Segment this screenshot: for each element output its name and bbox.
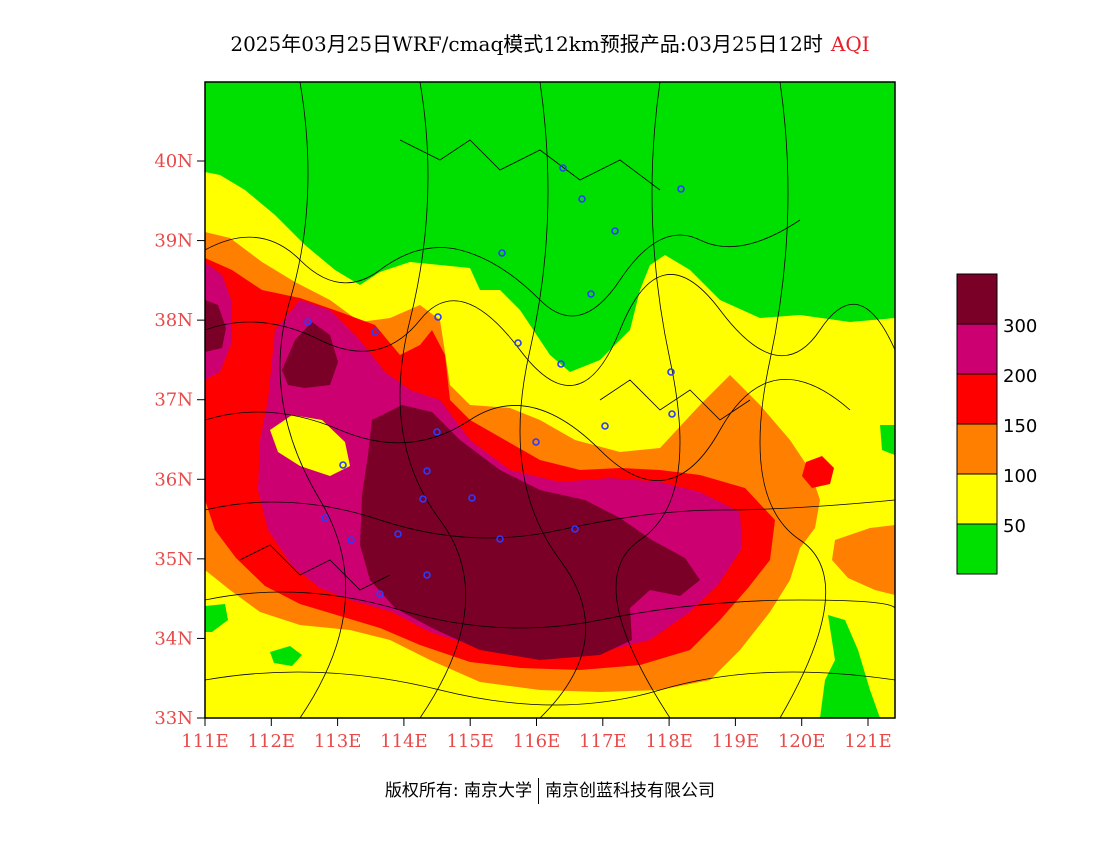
lon-tick-label: 118E bbox=[645, 731, 693, 752]
lon-tick-label: 119E bbox=[712, 731, 760, 752]
legend-swatch bbox=[956, 373, 998, 425]
aqi-level-150-spot-east bbox=[802, 456, 834, 488]
city-marker bbox=[514, 339, 522, 347]
lon-tick-label: 117E bbox=[579, 731, 627, 752]
aqi-level-300-area-main bbox=[360, 405, 700, 660]
city-marker bbox=[601, 422, 609, 430]
title-variable: AQI bbox=[830, 32, 870, 56]
aqi-level-good-area-se bbox=[820, 615, 880, 718]
city-marker bbox=[557, 360, 565, 368]
aqi-field bbox=[205, 82, 895, 718]
aqi-level-good-area-sw2 bbox=[270, 646, 302, 666]
city-marker bbox=[677, 185, 685, 193]
aqi-level-good-area-ne bbox=[880, 425, 895, 455]
legend-label: 100 bbox=[1003, 466, 1037, 487]
aqi-level-good-area-sw bbox=[205, 604, 228, 632]
city-marker bbox=[304, 318, 312, 326]
city-marker bbox=[532, 438, 540, 446]
title-main: 2025年03月25日WRF/cmaq模式12km预报产品:03月25日12时 bbox=[230, 32, 823, 56]
city-marker bbox=[559, 164, 567, 172]
legend-swatch bbox=[956, 323, 998, 375]
lon-tick-label: 116E bbox=[513, 731, 561, 752]
legend-label: 200 bbox=[1003, 366, 1037, 387]
lat-tick-label: 40N bbox=[154, 151, 193, 172]
longitude-axis: 111E 112E 113E 114E 115E 116E 117E 118E 119E 120E… bbox=[181, 718, 892, 752]
city-marker bbox=[339, 461, 347, 469]
aqi-level-50-pocket bbox=[270, 415, 350, 476]
footer: 版权所有: 南京大学 南京创蓝科技有限公司 bbox=[0, 776, 1100, 804]
copyright-text: 版权所有: 南京大学 bbox=[384, 781, 533, 801]
city-marker bbox=[498, 249, 506, 257]
aqi-level-300-area-west bbox=[205, 300, 226, 352]
city-marker bbox=[321, 514, 329, 522]
legend-swatch bbox=[956, 473, 998, 525]
city-marker bbox=[433, 428, 441, 436]
footer-divider bbox=[538, 778, 540, 804]
latitude-axis: 33N 34N 35N 36N 37N 38N 39N 40N bbox=[154, 151, 205, 729]
city-marker bbox=[667, 368, 675, 376]
lon-tick-label: 113E bbox=[314, 731, 362, 752]
lat-tick-label: 39N bbox=[154, 231, 193, 252]
aqi-level-100-area-east bbox=[832, 525, 895, 595]
aqi-level-good-area-north bbox=[205, 82, 895, 372]
city-marker bbox=[423, 467, 431, 475]
city-marker bbox=[587, 290, 595, 298]
city-marker bbox=[423, 571, 431, 579]
lat-tick-label: 33N bbox=[154, 708, 193, 729]
city-marker bbox=[347, 536, 355, 544]
lat-tick-label: 37N bbox=[154, 390, 193, 411]
lat-tick-label: 38N bbox=[154, 310, 193, 331]
legend-swatch bbox=[956, 423, 998, 475]
city-marker bbox=[419, 495, 427, 503]
lon-tick-label: 114E bbox=[380, 731, 428, 752]
city-marker bbox=[394, 530, 402, 538]
city-marker bbox=[376, 590, 384, 598]
legend-label: 150 bbox=[1003, 416, 1037, 437]
lat-tick-label: 35N bbox=[154, 549, 193, 570]
aqi-legend: 300 200 150 100 50 bbox=[956, 273, 1037, 575]
lon-tick-label: 112E bbox=[248, 731, 296, 752]
legend-swatch bbox=[956, 273, 998, 325]
aqi-level-300-area-north bbox=[282, 322, 338, 388]
lon-tick-label: 115E bbox=[446, 731, 494, 752]
city-marker bbox=[434, 313, 442, 321]
city-marker bbox=[371, 328, 379, 336]
lon-tick-label: 111E bbox=[181, 731, 229, 752]
lat-tick-label: 34N bbox=[154, 628, 193, 649]
company-text: 南京创蓝科技有限公司 bbox=[545, 781, 716, 801]
lat-tick-label: 36N bbox=[154, 469, 193, 490]
city-marker bbox=[668, 410, 676, 418]
boundary-lines bbox=[205, 82, 895, 718]
legend-label: 300 bbox=[1003, 316, 1037, 337]
city-marker bbox=[571, 525, 579, 533]
lon-tick-label: 121E bbox=[844, 731, 892, 752]
legend-label: 50 bbox=[1003, 516, 1026, 537]
city-marker bbox=[611, 227, 619, 235]
lon-tick-label: 120E bbox=[778, 731, 826, 752]
city-marker bbox=[496, 535, 504, 543]
map-title: 2025年03月25日WRF/cmaq模式12km预报产品:03月25日12时 A… bbox=[0, 28, 1100, 57]
city-marker bbox=[578, 195, 586, 203]
city-markers bbox=[304, 164, 685, 598]
legend-swatch bbox=[956, 523, 998, 575]
city-marker bbox=[468, 494, 476, 502]
